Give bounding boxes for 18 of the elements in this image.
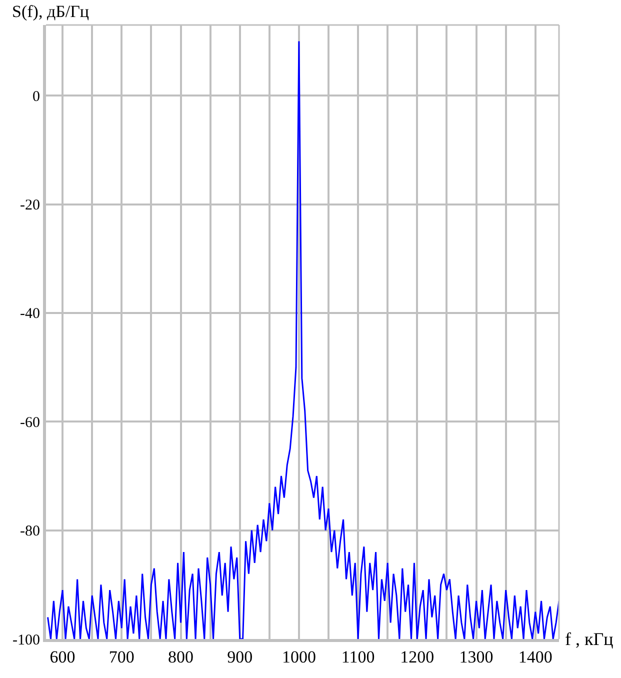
- x-axis-title: f , кГц: [565, 629, 614, 649]
- y-tick-label: -40: [20, 306, 40, 322]
- y-axis-title: S(f), дБ/Гц: [12, 2, 89, 21]
- line-series: [47, 40, 559, 639]
- y-tick-label: 0: [32, 88, 40, 105]
- x-tick-label: 1200: [400, 647, 434, 666]
- x-tick-label: 800: [168, 647, 194, 666]
- x-tick-label: 700: [108, 647, 134, 666]
- x-tick-label: 1000: [282, 647, 316, 666]
- x-tick-label: 1300: [459, 647, 494, 666]
- x-tick-label: 600: [50, 647, 76, 666]
- y-tick-label: -100: [12, 632, 40, 648]
- y-tick-label: -20: [20, 198, 40, 214]
- x-tick-label: 900: [227, 647, 253, 666]
- x-tick-label: 1100: [341, 647, 375, 666]
- y-tick-label: -80: [20, 524, 40, 540]
- y-tick-label: -60: [20, 414, 40, 431]
- x-tick-label: 1400: [518, 647, 552, 666]
